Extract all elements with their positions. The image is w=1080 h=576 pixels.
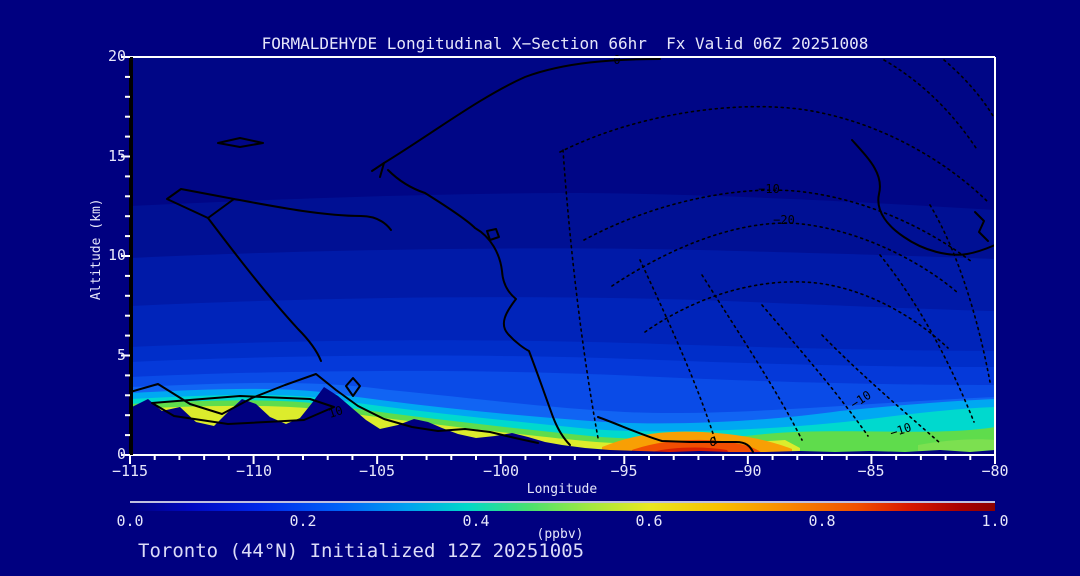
- contour-label: 0: [613, 53, 620, 67]
- colorbar-tick-0.6: 0.6: [635, 512, 663, 530]
- colorbar-units-label: (ppbv): [536, 527, 584, 542]
- y-tick-label-0: 0: [116, 445, 126, 463]
- contour-solid-lens: [217, 137, 264, 148]
- contour-dotted-arc1: [559, 105, 989, 203]
- x-axis-label: Longitude: [526, 482, 598, 497]
- contour-dotted-v4: [761, 304, 869, 437]
- x-tick-label-105: −105: [358, 462, 396, 480]
- x-tick-label-110: −110: [235, 462, 273, 480]
- contour-label: −10: [888, 420, 913, 440]
- contour-label: −10: [758, 182, 780, 196]
- x-tick-label-80: −80: [981, 462, 1009, 480]
- contour-dotted-arc2: [583, 189, 973, 263]
- y-tick-label-5: 5: [116, 346, 126, 364]
- contour-label: −20: [773, 213, 795, 227]
- y-tick-label-10: 10: [107, 246, 126, 264]
- contour-solid-surface-left: [130, 373, 539, 444]
- colorbar-tick-0.2: 0.2: [289, 512, 317, 530]
- contour-solid-flat-loop: [151, 395, 335, 425]
- x-axis-ticks: [129, 455, 996, 464]
- contour-solid-descender: [387, 169, 571, 446]
- contour-dotted-v2: [639, 259, 717, 444]
- colorbar-tick-0.8: 0.8: [808, 512, 836, 530]
- solid-contours: [130, 58, 995, 453]
- x-tick-label-115: −115: [111, 462, 149, 480]
- caption: Toronto (44°N) Initialized 12Z 20251005: [138, 540, 585, 562]
- y-tick-label-15: 15: [107, 147, 126, 165]
- contour-label: 0: [709, 435, 716, 449]
- contour-dotted-corner1: [883, 59, 977, 149]
- contour-dotted-v5: [821, 334, 941, 444]
- axes-frame: [121, 56, 996, 464]
- x-tick-label-90: −90: [734, 462, 762, 480]
- colorbar: [130, 501, 995, 511]
- y-tick-label-20: 20: [107, 47, 126, 65]
- contour-label: 10: [327, 403, 345, 421]
- x-tick-label-95: −95: [610, 462, 638, 480]
- contour-solid-diamond: [345, 377, 361, 397]
- colorbar-tick-0.0: 0.0: [116, 512, 144, 530]
- fill-bands: [130, 57, 995, 455]
- contour-solid-small-loop: [486, 228, 500, 241]
- plot-title: FORMALDEHYDE Longitudinal X−Section 66hr…: [261, 34, 869, 53]
- contour-dotted-v3: [701, 274, 803, 441]
- colorbar-tick-0.4: 0.4: [462, 512, 490, 530]
- contour-solid-zero-upper: [383, 58, 661, 164]
- contour-dotted-v7: [929, 204, 991, 383]
- contour-solid-left-arm: [233, 198, 392, 231]
- contour-dotted-arc3: [611, 222, 959, 294]
- terrain-silhouette: [130, 387, 995, 455]
- contour-solid-left-branch: [207, 217, 322, 362]
- contour-dotted-arc4: [644, 281, 949, 349]
- x-tick-label-100: −100: [482, 462, 520, 480]
- y-axis-label: Altitude (km): [88, 198, 104, 301]
- contour-dotted-v6: [879, 254, 975, 423]
- colorbar-tick-1.0: 1.0: [981, 512, 1009, 530]
- contour-solid-zero-surface: [597, 416, 754, 453]
- contour-dotted-corner2: [943, 59, 994, 117]
- x-tick-label-85: −85: [857, 462, 885, 480]
- colorbar-gradient: [130, 503, 995, 511]
- band-right-green: [918, 439, 995, 453]
- y-axis-ticks: [121, 56, 130, 456]
- contour-solid-right-edge: [974, 211, 989, 242]
- dotted-contours: [559, 59, 994, 444]
- contour-solid-right: [851, 139, 995, 256]
